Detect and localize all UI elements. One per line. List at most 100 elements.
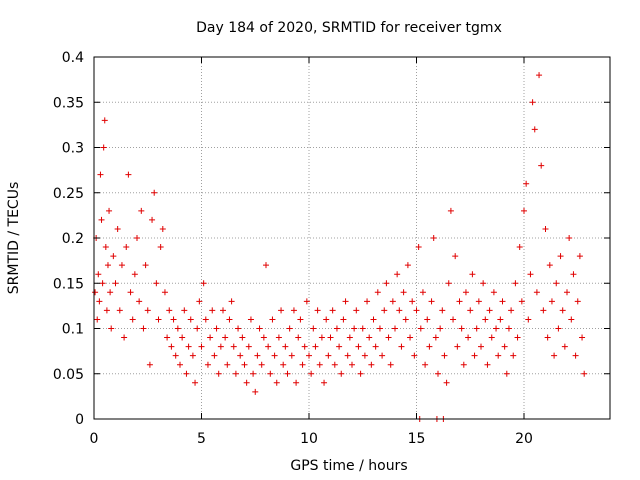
data-point — [327, 334, 334, 341]
data-point — [544, 334, 551, 341]
data-point — [413, 307, 420, 314]
data-point — [293, 379, 300, 386]
y-tick-label: 0.35 — [53, 95, 84, 111]
data-point — [514, 334, 521, 341]
data-point — [518, 298, 525, 305]
data-point — [409, 298, 416, 305]
data-point — [232, 370, 239, 377]
data-point — [239, 334, 246, 341]
y-tick-label: 0.4 — [62, 50, 84, 66]
data-point — [153, 280, 160, 287]
data-point — [284, 370, 291, 377]
data-point — [101, 117, 108, 124]
data-point — [263, 262, 269, 269]
data-point — [353, 307, 360, 314]
data-point — [342, 298, 349, 305]
data-point — [297, 316, 304, 323]
data-point — [112, 280, 119, 287]
data-point — [217, 343, 224, 350]
data-point — [531, 126, 538, 133]
data-point — [142, 262, 149, 269]
data-point — [96, 298, 103, 305]
data-point — [570, 271, 577, 278]
data-point — [495, 352, 502, 359]
data-point — [329, 307, 336, 314]
data-point — [252, 388, 259, 395]
data-point — [118, 262, 125, 269]
data-point — [361, 352, 368, 359]
data-point — [557, 253, 564, 260]
data-point — [411, 352, 418, 359]
y-axis-label: SRMTID / TECUs — [6, 182, 22, 295]
data-point — [181, 307, 188, 314]
data-point — [295, 334, 302, 341]
data-point — [316, 361, 323, 368]
data-point — [196, 298, 203, 305]
data-point — [325, 352, 332, 359]
data-point — [551, 352, 558, 359]
data-points — [92, 72, 588, 422]
data-point — [146, 361, 153, 368]
data-point — [499, 298, 506, 305]
data-point — [187, 316, 194, 323]
data-point — [548, 298, 555, 305]
data-point — [310, 325, 317, 332]
data-point — [447, 207, 454, 214]
data-point — [99, 280, 106, 287]
data-point — [385, 334, 392, 341]
data-point — [207, 334, 214, 341]
data-point — [107, 289, 114, 296]
data-point — [151, 189, 158, 196]
data-point — [116, 307, 123, 314]
data-point — [237, 352, 244, 359]
data-point — [581, 370, 588, 377]
data-point — [211, 352, 218, 359]
data-point — [561, 343, 568, 350]
data-point — [278, 307, 285, 314]
data-point — [364, 298, 371, 305]
data-point — [366, 334, 373, 341]
data-point — [383, 280, 390, 287]
data-point — [121, 334, 128, 341]
data-point — [533, 289, 540, 296]
data-point — [103, 307, 110, 314]
data-point — [161, 289, 168, 296]
data-point — [407, 334, 414, 341]
data-point — [170, 316, 177, 323]
data-point — [529, 99, 536, 106]
chart-title: Day 184 of 2020, SRMTID for receiver tgm… — [196, 20, 502, 36]
data-point — [185, 343, 192, 350]
data-point — [282, 343, 289, 350]
data-point — [482, 316, 489, 323]
data-point — [566, 235, 573, 241]
data-point — [134, 235, 140, 241]
data-point — [131, 271, 138, 278]
data-point — [480, 280, 487, 287]
data-point — [424, 316, 431, 323]
data-point — [542, 225, 549, 232]
data-point — [149, 216, 156, 223]
data-point — [450, 316, 457, 323]
data-point — [415, 244, 422, 251]
data-point — [452, 253, 459, 260]
data-point — [127, 289, 134, 296]
data-point — [445, 280, 452, 287]
data-point — [243, 379, 250, 386]
data-point — [574, 298, 581, 305]
data-point — [460, 361, 467, 368]
data-point — [359, 325, 366, 332]
data-point — [351, 325, 358, 332]
data-point — [164, 334, 171, 341]
data-point — [267, 370, 274, 377]
data-point — [516, 244, 523, 251]
data-point — [155, 316, 162, 323]
data-point — [114, 225, 121, 232]
data-point — [271, 352, 278, 359]
grid — [94, 57, 610, 419]
data-point — [454, 343, 461, 350]
data-point — [254, 352, 261, 359]
data-point — [379, 352, 386, 359]
data-point — [521, 207, 527, 214]
data-point — [374, 289, 381, 296]
data-point — [512, 280, 519, 287]
